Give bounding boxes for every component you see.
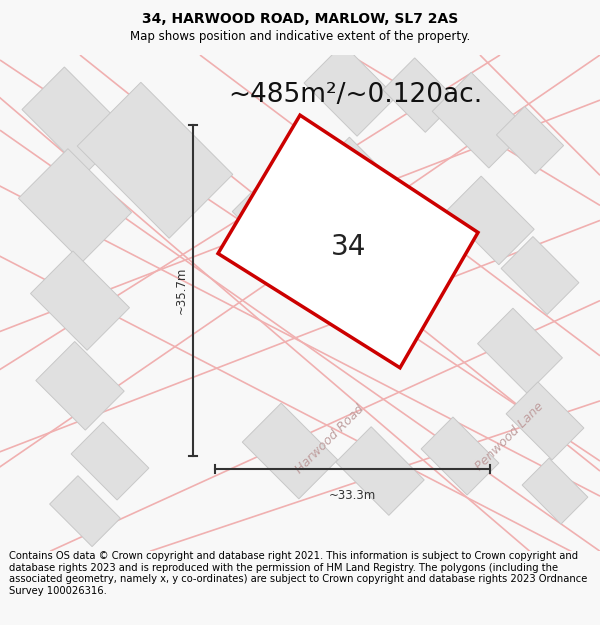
Polygon shape [336,427,424,516]
Polygon shape [19,149,131,262]
Polygon shape [22,67,128,173]
Polygon shape [31,251,130,350]
Polygon shape [522,458,588,524]
Polygon shape [307,137,413,244]
Polygon shape [421,417,499,495]
Text: 34: 34 [331,233,367,261]
Text: 34, HARWOOD ROAD, MARLOW, SL7 2AS: 34, HARWOOD ROAD, MARLOW, SL7 2AS [142,12,458,26]
Polygon shape [432,72,528,168]
Polygon shape [304,44,396,136]
Text: Harwood Road: Harwood Road [293,402,367,476]
Text: ~33.3m: ~33.3m [329,489,376,502]
Polygon shape [506,382,584,460]
Polygon shape [496,106,563,174]
Polygon shape [501,237,579,314]
Polygon shape [36,341,124,430]
Polygon shape [242,403,338,499]
Polygon shape [71,422,149,500]
Polygon shape [50,476,121,547]
Text: ~485m²/~0.120ac.: ~485m²/~0.120ac. [228,82,482,108]
Text: Penwood Lane: Penwood Lane [473,399,547,472]
Text: ~35.7m: ~35.7m [175,267,187,314]
Polygon shape [218,115,478,368]
Polygon shape [383,58,457,132]
Polygon shape [446,176,534,265]
Polygon shape [478,308,562,393]
Text: Map shows position and indicative extent of the property.: Map shows position and indicative extent… [130,30,470,43]
Polygon shape [232,173,328,268]
Text: Contains OS data © Crown copyright and database right 2021. This information is : Contains OS data © Crown copyright and d… [9,551,587,596]
Polygon shape [77,82,233,238]
